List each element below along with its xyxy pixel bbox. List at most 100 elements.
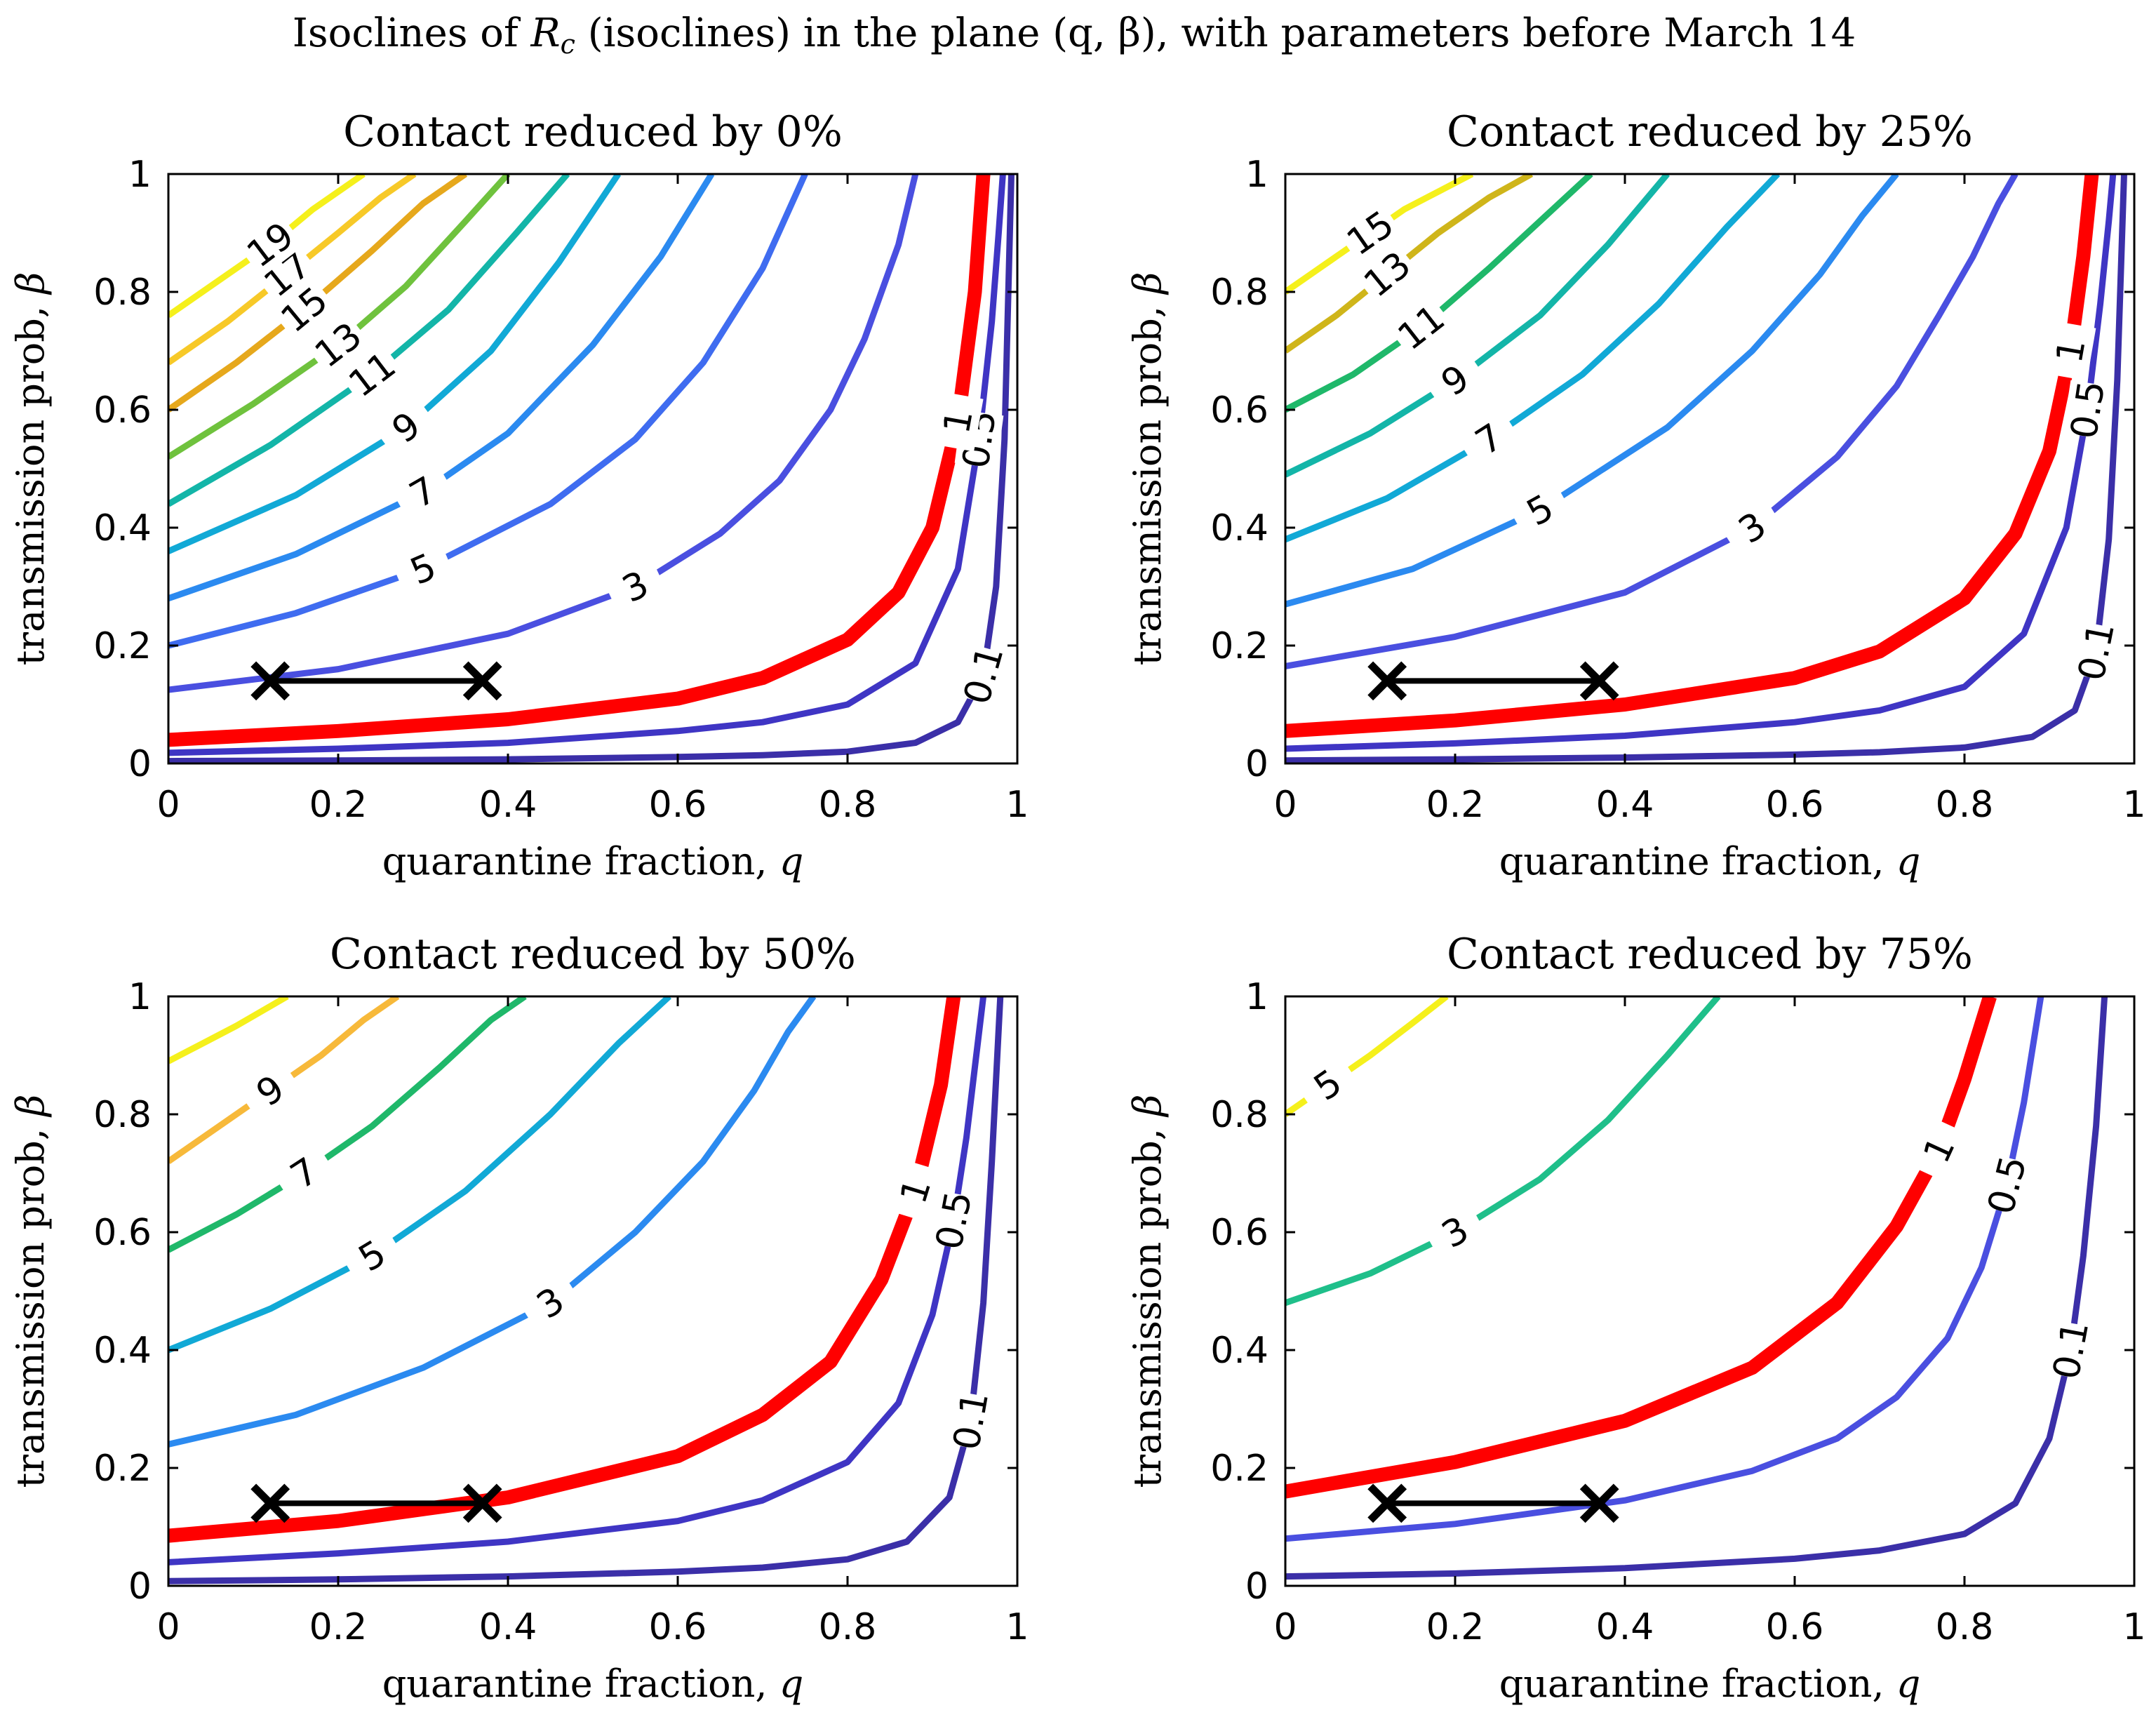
- x-tick-label: 0.6: [1766, 1606, 1824, 1648]
- contour-label-gap: [2063, 380, 2113, 440]
- y-tick-label: 0: [1245, 1565, 1268, 1608]
- contour-label: 0.5: [1980, 1152, 2035, 1219]
- y-tick-label: 1: [1245, 976, 1268, 1018]
- y-axis-label: transmission prob, β: [8, 272, 53, 666]
- y-tick-label: 0.2: [1210, 1448, 1268, 1490]
- x-tick-label: 0.6: [1766, 784, 1824, 826]
- y-tick-label: 0.6: [1210, 1212, 1268, 1254]
- y-tick-label: 0.6: [93, 389, 152, 432]
- contour-line-0-5: [168, 174, 1006, 756]
- contour-line-0-1: [168, 174, 1015, 763]
- contour-line-0-1: [1285, 174, 2127, 763]
- x-marker: [250, 1483, 290, 1523]
- contour-line-15: [168, 174, 468, 413]
- contour-label-gap: [337, 341, 406, 408]
- contour-label-gap: [1387, 294, 1456, 361]
- x-tick-label: 0.8: [819, 784, 877, 826]
- x-marker: [462, 661, 502, 701]
- axes-frame: [167, 173, 1019, 765]
- marker-segment: [250, 1483, 502, 1523]
- contour-line-13: [1285, 174, 1534, 354]
- contour-line-5: [168, 174, 808, 649]
- contour-label-gap: [236, 211, 304, 278]
- contour-label-gap: [928, 1190, 979, 1251]
- axes-frame: [1284, 995, 2136, 1587]
- y-tick-label: 0.8: [93, 272, 152, 314]
- contour-label-gap: [1353, 241, 1421, 308]
- ticks: 0 0.2 0.4 0.6 0.8 1 0 0.2 0.4 0.6 0.8 1: [93, 976, 1029, 1648]
- axes-frame: [1284, 173, 2136, 765]
- contour-label-gap: [1294, 1052, 1362, 1118]
- x-tick-label: 0.4: [1596, 784, 1654, 826]
- x-tick-label: 1: [2122, 784, 2145, 826]
- marker-segment: [1367, 1483, 1619, 1523]
- contour-line-13: [168, 174, 511, 460]
- axes-title: Contact reduced by 50%: [330, 930, 856, 979]
- contour-line-9: [168, 996, 400, 1164]
- contour-line-19: [168, 174, 366, 319]
- x-tick-label: 0.6: [649, 784, 707, 826]
- contour-line-7: [1285, 174, 1781, 542]
- contour-line-3: [1285, 996, 1721, 1307]
- y-tick-label: 0.4: [93, 507, 152, 549]
- x-marker: [462, 1483, 502, 1523]
- contour-label-gap: [372, 394, 441, 460]
- contour-line-17: [168, 174, 417, 366]
- contour-line-0-1: [1285, 996, 2108, 1580]
- contour-line-1: [168, 174, 991, 747]
- axes-frame: [167, 995, 1019, 1587]
- ticks: 0 0.2 0.4 0.6 0.8 1 0 0.2 0.4 0.6 0.8 1: [93, 154, 1029, 826]
- contour-label-gap: [389, 460, 457, 524]
- y-tick-label: 0.4: [93, 1330, 152, 1372]
- contour-label-gap: [2070, 621, 2122, 682]
- contour-label-gap: [1908, 1116, 1969, 1183]
- marker-segment: [250, 661, 502, 701]
- x-axis-label: quarantine fraction, q: [382, 839, 804, 883]
- contour-line-9: [1285, 174, 1670, 478]
- y-tick-label: 0.2: [1210, 625, 1268, 667]
- y-tick-label: 0.8: [1210, 272, 1268, 314]
- contour-line-7: [168, 174, 715, 602]
- x-tick-label: 0.2: [1426, 784, 1485, 826]
- ticks: 0 0.2 0.4 0.6 0.8 1 0 0.2 0.4 0.6 0.8 1: [1210, 154, 2145, 826]
- contour-label-gap: [1336, 200, 1405, 266]
- x-axis-label: quarantine fraction, q: [382, 1662, 804, 1706]
- y-tick-label: 0: [128, 1565, 152, 1608]
- contour-label-gap: [888, 1159, 944, 1223]
- x-marker: [1579, 1483, 1619, 1523]
- contour-lines: [168, 996, 1004, 1584]
- x-axis-label: quarantine fraction, q: [1499, 1662, 1921, 1706]
- x-tick-label: 0.2: [1426, 1606, 1485, 1648]
- contour-label-gap: [270, 1141, 338, 1206]
- y-tick-label: 0.2: [93, 1448, 152, 1490]
- contour-label-gap: [304, 312, 373, 378]
- contour-line-11: [168, 996, 289, 1064]
- axes-title: Contact reduced by 0%: [343, 107, 843, 156]
- contour-label-gap: [1718, 495, 1786, 560]
- x-marker: [250, 661, 290, 701]
- x-tick-label: 1: [1005, 1606, 1029, 1648]
- contour-label-gap: [338, 1224, 406, 1288]
- y-tick-label: 1: [128, 154, 152, 196]
- axes-title: Contact reduced by 25%: [1447, 107, 1973, 156]
- contour-label-gap: [1421, 1201, 1489, 1264]
- x-marker: [1367, 1483, 1407, 1523]
- contour-label-gap: [390, 539, 456, 599]
- y-axis-label: transmission prob, β: [8, 1095, 53, 1488]
- y-tick-label: 0: [1245, 743, 1268, 785]
- x-tick-label: 0.4: [479, 1606, 537, 1648]
- contour-label-gap: [956, 643, 1011, 707]
- x-tick-label: 0.8: [819, 1606, 877, 1648]
- y-tick-label: 0.8: [93, 1094, 152, 1136]
- x-marker: [1367, 661, 1407, 701]
- contour-label: 0.1: [946, 1389, 997, 1453]
- contour-label-gap: [1421, 347, 1489, 413]
- contour-line-3: [1285, 174, 2019, 669]
- x-tick-label: 0.4: [1596, 1606, 1654, 1648]
- contour-line-1: [1285, 174, 2099, 738]
